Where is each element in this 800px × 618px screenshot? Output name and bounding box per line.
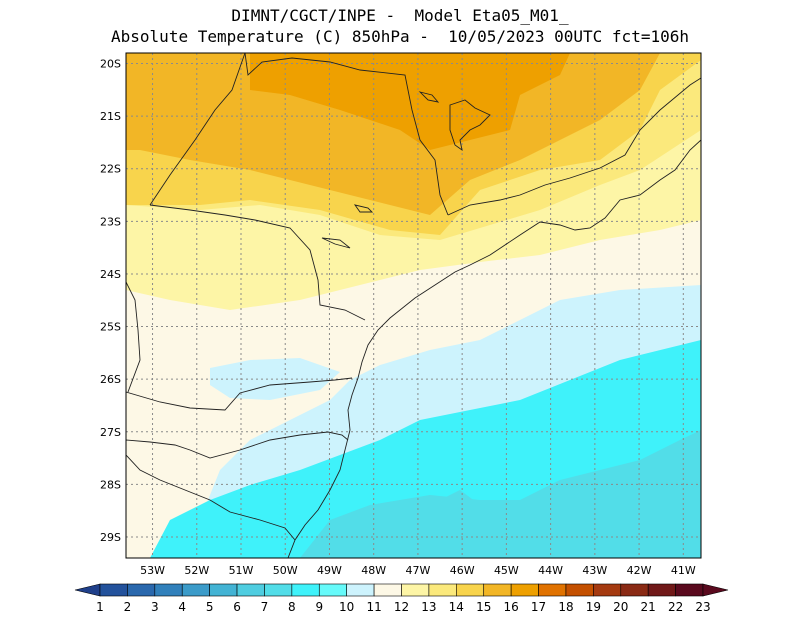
colorbar-swatch (483, 583, 512, 597)
colorbar-label: 3 (151, 600, 159, 614)
lon-tick-label: 41W (671, 564, 696, 577)
colorbar-label: 12 (394, 600, 409, 614)
lon-tick-label: 43W (582, 564, 607, 577)
lat-tick-label: 21S (100, 110, 121, 123)
map-frame (125, 52, 702, 559)
colorbar-label: 14 (449, 600, 464, 614)
colorbar-swatch (373, 583, 402, 597)
lon-tick-label: 53W (140, 564, 165, 577)
colorbar-swatch (99, 583, 128, 597)
latitude-ticks: 20S 21S 22S 23S 24S 25S 26S 27S 28S 29S (100, 58, 121, 544)
colorbar-swatch (181, 583, 210, 597)
colorbar-label: 20 (613, 600, 628, 614)
lat-tick-label: 22S (100, 163, 121, 176)
lon-tick-label: 49W (317, 564, 342, 577)
lon-tick-label: 51W (229, 564, 254, 577)
state-border-sp-mg (244, 53, 449, 216)
lon-tick-label: 46W (450, 564, 475, 577)
map-title: DIMNT/CGCT/INPE - Model Eta05_M01_ (231, 6, 569, 25)
national-border (126, 454, 296, 541)
colorbar-label: 9 (315, 600, 323, 614)
colorbar-swatch (565, 583, 594, 597)
lon-tick-label: 42W (627, 564, 652, 577)
colorbar-label: 17 (531, 600, 546, 614)
reservoirs (449, 99, 491, 152)
colorbar-label: 23 (695, 600, 710, 614)
longitude-ticks: 53W 52W 51W 50W 49W 48W 47W 46W 45W 44W 43W 42W 41W (140, 564, 696, 577)
lat-tick-label: 29S (100, 531, 121, 544)
lon-tick-label: 47W (405, 564, 430, 577)
colorbar-swatch (593, 583, 622, 597)
colorbar-label: 21 (641, 600, 656, 614)
colorbar-swatch (154, 583, 183, 597)
colorbar-swatch (538, 583, 567, 597)
lat-tick-label: 25S (100, 321, 121, 334)
colorbar-swatch (264, 583, 293, 597)
lat-tick-label: 26S (100, 373, 121, 386)
colorbar-label: 11 (366, 600, 381, 614)
lon-tick-label: 44W (538, 564, 563, 577)
colorbar-label: 18 (558, 600, 573, 614)
colorbar-swatch (291, 583, 320, 597)
coastline-and-borders (126, 53, 701, 558)
lat-tick-label: 24S (100, 268, 121, 281)
grid-lines (126, 53, 701, 558)
lon-tick-label: 45W (494, 564, 519, 577)
lon-tick-label: 52W (184, 564, 209, 577)
colorbar-label: 1 (96, 600, 104, 614)
colorbar (74, 583, 729, 597)
state-border-west (126, 281, 141, 393)
colorbar-label: 15 (476, 600, 491, 614)
colorbar-label: 4 (178, 600, 186, 614)
lat-tick-label: 27S (100, 426, 121, 439)
coastline (287, 139, 701, 558)
colorbar-label: 8 (288, 600, 296, 614)
colorbar-label: 16 (503, 600, 518, 614)
state-border-pr-sc (126, 377, 353, 411)
colorbar-labels: 1 2 3 4 5 6 7 8 9 10 11 12 13 14 15 16 17 18 19 20 21 22 23 (96, 600, 710, 614)
state-border-mg-rj (447, 77, 701, 216)
lat-tick-label: 20S (100, 58, 121, 71)
colorbar-swatch (675, 583, 704, 597)
lat-tick-label: 23S (100, 215, 121, 228)
colorbar-label: 5 (206, 600, 214, 614)
colorbar-swatch (127, 583, 156, 597)
colorbar-swatch (401, 583, 430, 597)
lat-tick-label: 28S (100, 478, 121, 491)
colorbar-label: 2 (124, 600, 132, 614)
colorbar-swatch (346, 583, 375, 597)
lon-tick-label: 50W (273, 564, 298, 577)
colorbar-swatch (647, 583, 676, 597)
colorbar-label: 19 (586, 600, 601, 614)
colorbar-label: 6 (233, 600, 241, 614)
colorbar-swatch (428, 583, 457, 597)
colorbar-swatch (620, 583, 649, 597)
colorbar-high-arrow (702, 583, 729, 597)
temperature-field (126, 53, 701, 558)
state-border-sc-rs (126, 431, 349, 459)
colorbar-label: 7 (261, 600, 269, 614)
colorbar-swatch (456, 583, 485, 597)
colorbar-swatch (510, 583, 539, 597)
colorbar-swatch (236, 583, 265, 597)
colorbar-swatch (209, 583, 238, 597)
state-border-ms-sp (149, 53, 246, 206)
state-border-pr-sp (149, 204, 366, 321)
colorbar-label: 13 (421, 600, 436, 614)
colorbar-label: 10 (339, 600, 354, 614)
colorbar-label: 22 (668, 600, 683, 614)
colorbar-low-arrow (74, 583, 101, 597)
colorbar-swatch (318, 583, 347, 597)
lon-tick-label: 48W (361, 564, 386, 577)
map-subtitle: Absolute Temperature (C) 850hPa - 10/05/… (111, 27, 689, 46)
